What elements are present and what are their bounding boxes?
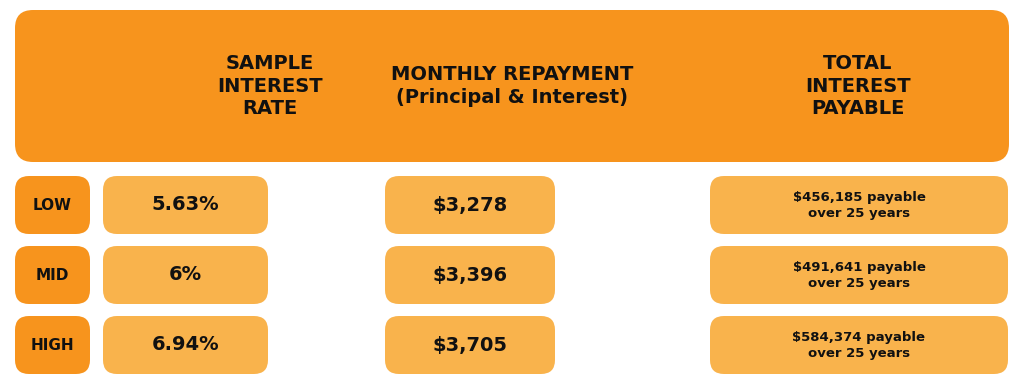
Text: 5.63%: 5.63% [152,196,219,215]
FancyBboxPatch shape [710,246,1008,304]
FancyBboxPatch shape [103,246,268,304]
FancyBboxPatch shape [385,246,555,304]
Text: HIGH: HIGH [31,338,75,352]
Text: 6%: 6% [169,266,202,285]
FancyBboxPatch shape [15,176,90,234]
FancyBboxPatch shape [710,176,1008,234]
Text: MONTHLY REPAYMENT
(Principal & Interest): MONTHLY REPAYMENT (Principal & Interest) [391,65,633,107]
Text: TOTAL
INTEREST
PAYABLE: TOTAL INTEREST PAYABLE [805,54,910,118]
Text: $3,278: $3,278 [432,196,508,215]
FancyBboxPatch shape [385,316,555,374]
FancyBboxPatch shape [15,316,90,374]
FancyBboxPatch shape [710,316,1008,374]
Text: SAMPLE
INTEREST
RATE: SAMPLE INTEREST RATE [217,54,323,118]
Text: $3,705: $3,705 [432,335,508,354]
Text: $584,374 payable
over 25 years: $584,374 payable over 25 years [793,330,926,360]
Text: LOW: LOW [33,197,72,213]
FancyBboxPatch shape [15,10,1009,162]
Text: MID: MID [36,268,70,282]
Text: $491,641 payable
over 25 years: $491,641 payable over 25 years [793,260,926,290]
FancyBboxPatch shape [15,246,90,304]
FancyBboxPatch shape [103,316,268,374]
Text: $3,396: $3,396 [432,266,508,285]
FancyBboxPatch shape [103,176,268,234]
Text: $456,185 payable
over 25 years: $456,185 payable over 25 years [793,191,926,219]
FancyBboxPatch shape [385,176,555,234]
Text: 6.94%: 6.94% [152,335,219,354]
